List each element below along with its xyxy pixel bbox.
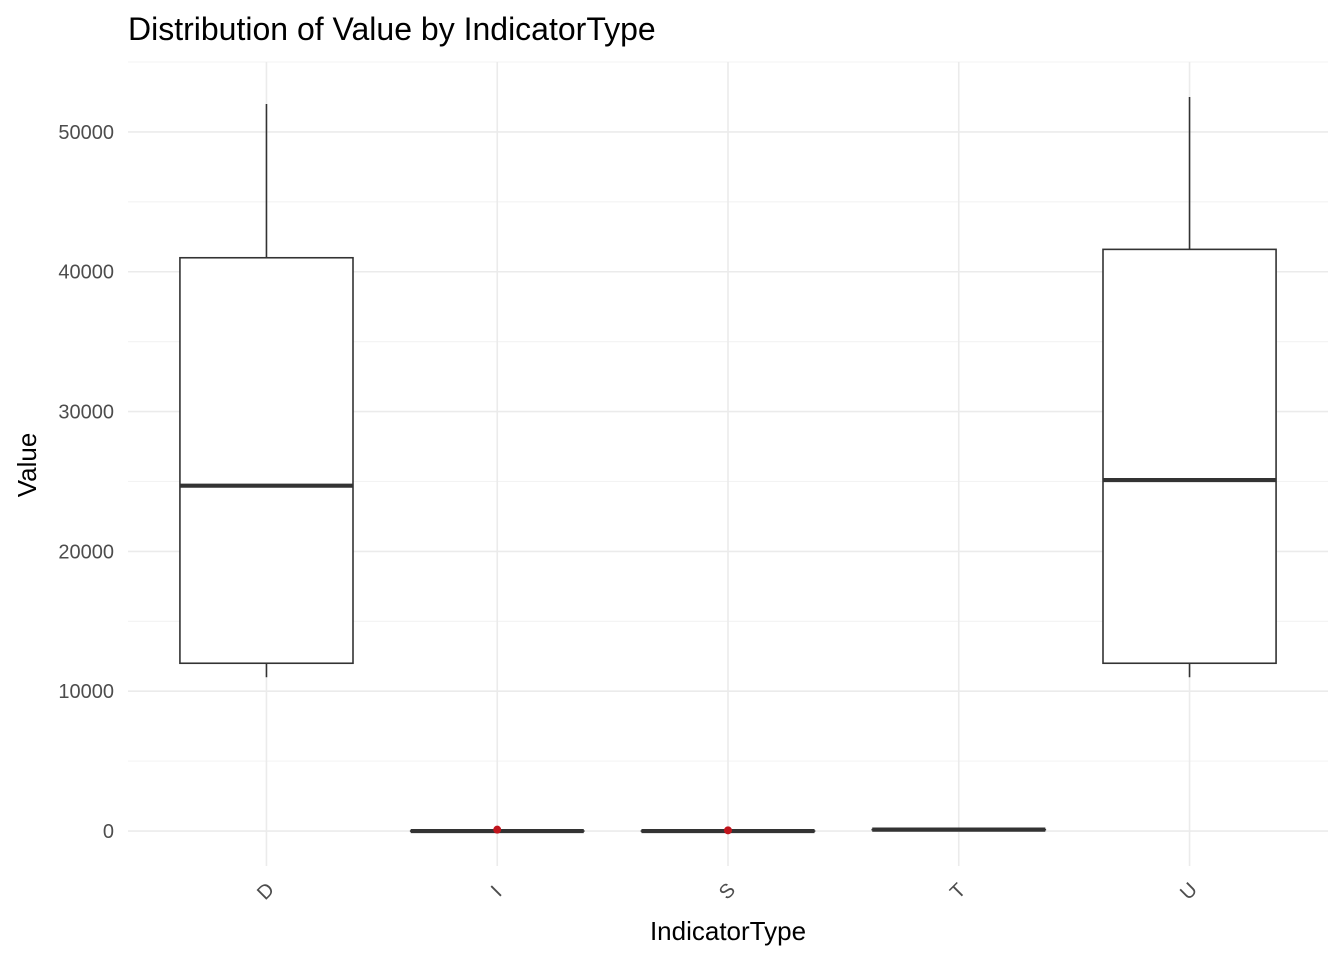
y-tick-label: 30000	[58, 402, 114, 424]
x-tick-label: I	[487, 882, 506, 901]
box-D	[179, 103, 354, 678]
outlier-point	[493, 825, 502, 834]
y-tick-label: 20000	[58, 541, 114, 563]
box-U	[1102, 96, 1277, 678]
y-tick-label: 40000	[58, 262, 114, 284]
outlier-point	[724, 826, 732, 835]
box-body	[1102, 248, 1277, 665]
x-tick-label: D	[253, 879, 279, 905]
box-S	[640, 826, 816, 835]
box-I	[409, 825, 585, 834]
x-tick-label: S	[715, 879, 740, 904]
y-tick-label: 10000	[58, 681, 114, 703]
chart-title: Distribution of Value by IndicatorType	[128, 11, 656, 47]
box-body	[179, 256, 354, 665]
x-tick-label: T	[946, 879, 970, 903]
boxes	[179, 96, 1277, 835]
y-axis-title: Value	[12, 433, 42, 498]
y-tick-label: 50000	[58, 122, 114, 144]
y-tick-label: 0	[103, 821, 114, 843]
y-axis-ticks: 0 10000 20000 30000 40000 50000	[58, 122, 114, 843]
x-tick-label: U	[1176, 879, 1202, 905]
x-axis-title: IndicatorType	[650, 916, 806, 946]
